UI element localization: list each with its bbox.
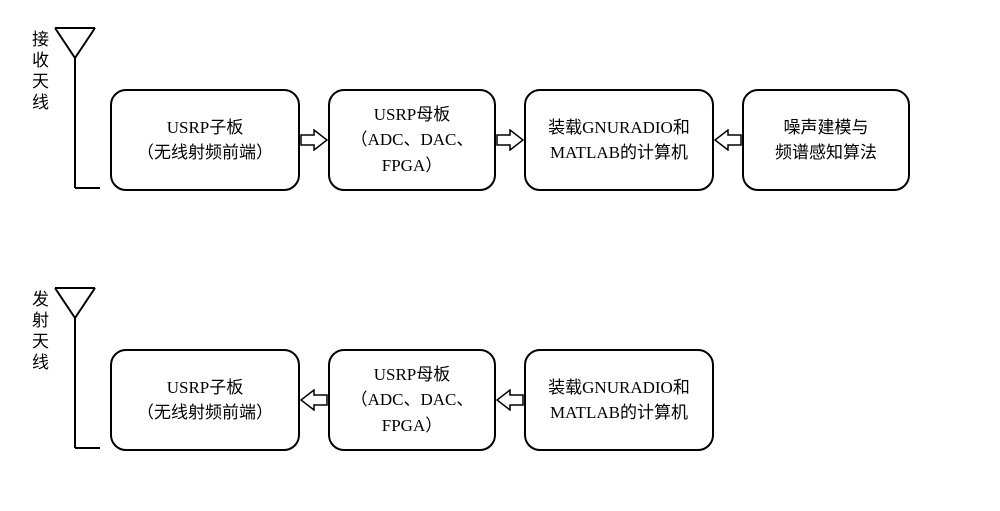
receive-chain-row: 接收天线 USRP子板 （无线射频前端） USRP母板 （ADC、DAC、 FP…	[20, 80, 910, 200]
box-line: FPGA）	[382, 413, 442, 439]
box-line: 噪声建模与	[784, 115, 869, 141]
tx-antenna-block: 发射天线	[20, 340, 110, 460]
box-line: MATLAB的计算机	[550, 140, 688, 166]
arrow-right	[300, 125, 328, 155]
box-line: FPGA）	[382, 153, 442, 179]
box-line: USRP子板	[167, 115, 244, 141]
rx-usrp-main-box: USRP母板 （ADC、DAC、 FPGA）	[328, 89, 496, 191]
arrow-left	[714, 125, 742, 155]
box-line: （ADC、DAC、	[351, 127, 474, 153]
rx-antenna-label: 接收天线	[26, 30, 51, 114]
tx-computer-box: 装载GNURADIO和 MATLAB的计算机	[524, 349, 714, 451]
tx-antenna-label: 发射天线	[26, 290, 51, 374]
rx-antenna-block: 接收天线	[20, 80, 110, 200]
arrow-left	[300, 385, 328, 415]
arrow-left	[496, 385, 524, 415]
tx-usrp-sub-box: USRP子板 （无线射频前端）	[110, 349, 300, 451]
arrow-right	[496, 125, 524, 155]
box-line: （ADC、DAC、	[351, 387, 474, 413]
tx-usrp-main-box: USRP母板 （ADC、DAC、 FPGA）	[328, 349, 496, 451]
box-line: USRP子板	[167, 375, 244, 401]
antenna-icon	[50, 280, 100, 460]
box-line: USRP母板	[374, 362, 451, 388]
box-line: MATLAB的计算机	[550, 400, 688, 426]
box-line: （无线射频前端）	[137, 400, 273, 426]
box-line: 频谱感知算法	[775, 140, 877, 166]
box-line: USRP母板	[374, 102, 451, 128]
rx-algo-box: 噪声建模与 频谱感知算法	[742, 89, 910, 191]
transmit-chain-row: 发射天线 USRP子板 （无线射频前端） USRP母板 （ADC、DAC、 FP…	[20, 340, 714, 460]
box-line: 装载GNURADIO和	[548, 375, 690, 401]
box-line: （无线射频前端）	[137, 140, 273, 166]
rx-computer-box: 装载GNURADIO和 MATLAB的计算机	[524, 89, 714, 191]
antenna-icon	[50, 20, 100, 200]
box-line: 装载GNURADIO和	[548, 115, 690, 141]
rx-usrp-sub-box: USRP子板 （无线射频前端）	[110, 89, 300, 191]
